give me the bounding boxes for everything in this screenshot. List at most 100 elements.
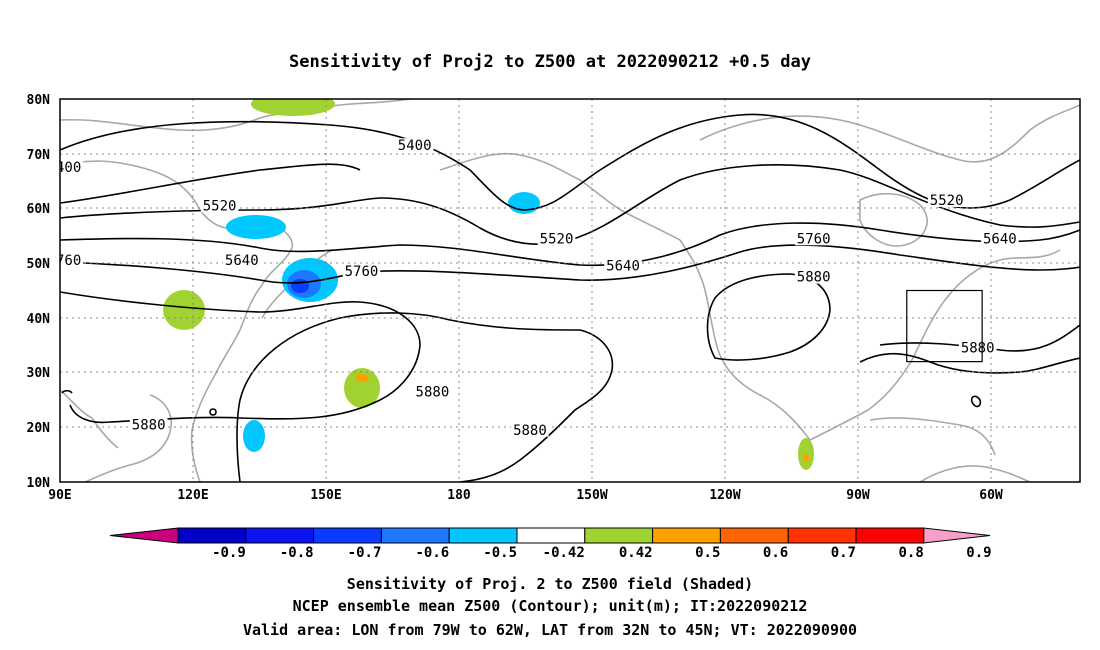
coastline-india (60, 389, 119, 449)
contour-label: 5640 (225, 253, 259, 269)
coastline-caribbean (869, 417, 996, 456)
contour-label-bg (511, 422, 549, 437)
colorbar-tick-label: -0.9 (212, 545, 246, 561)
coastline-north-america-east (809, 249, 1061, 441)
contour-label-bg (927, 192, 966, 207)
colorbar-tick-label: 0.42 (619, 545, 653, 561)
lat-axis-labels: 80N 70N 60N 50N 40N 30N 20N 10N (27, 93, 51, 491)
contour-label-bg (981, 231, 1019, 246)
lat-label: 80N (27, 93, 51, 108)
lat-label: 30N (27, 366, 51, 381)
colorbar-swatch (584, 527, 654, 544)
lat-label: 60N (27, 202, 51, 217)
lon-label: 120W (709, 488, 740, 503)
colorbar-swatch (719, 527, 789, 544)
caption-shaded: Sensitivity of Proj. 2 to Z500 field (Sh… (347, 575, 753, 593)
lon-label: 60W (979, 488, 1003, 503)
contour-label-bg (200, 198, 239, 213)
contour-labels: 5400 5400 5520 5520 5520 5640 5640 5640 5760 5760… (48, 138, 1019, 439)
contour-label-bg (604, 258, 642, 273)
contour-5400-west-line (60, 163, 361, 204)
shade-negative-japan-core (291, 279, 309, 293)
contour-5880-pacific-cell (236, 312, 614, 482)
contour-label-bg (413, 384, 452, 399)
lon-label: 150E (310, 488, 341, 503)
lat-label: 10N (27, 476, 51, 491)
contour-label: 5880 (513, 423, 547, 439)
map-frame (59, 98, 1081, 483)
contour-label: 5760 (797, 231, 831, 247)
figure-title: Sensitivity of Proj2 to Z500 at 20220902… (289, 52, 811, 72)
colorbar-tick-label: -0.5 (483, 545, 517, 561)
lon-label: 120E (177, 488, 208, 503)
map-panel: 5400 5400 5520 5520 5520 5640 5640 5640 5760 5760… (48, 99, 1080, 482)
coastline-alaska (439, 152, 681, 241)
contour-label: 5400 (48, 160, 82, 176)
colorbar-swatch (652, 527, 721, 544)
shade-positive-china (163, 290, 205, 330)
shade-negative-philippine-sea (243, 420, 265, 452)
coastline-north-america-west (679, 239, 811, 441)
contour-small-loop-east (970, 395, 982, 408)
contour-label-bg (794, 231, 833, 246)
contour-label-bg (342, 264, 381, 279)
lon-label: 180 (447, 488, 471, 503)
contour-label: 5520 (203, 198, 237, 214)
colorbar-tick-label: 0.6 (763, 545, 788, 561)
contour-label: 5880 (797, 270, 831, 286)
contour-label: 5640 (983, 231, 1017, 247)
colorbar: -0.9 -0.8 -0.7 -0.6 -0.5 -0.42 0.42 0.5 0.6 0.7 0.… (109, 527, 992, 561)
contour-label-bg (395, 138, 434, 153)
contour-label: 5880 (961, 341, 995, 357)
colorbar-swatch (177, 527, 247, 544)
shade-orange-caribbean (803, 454, 809, 462)
contour-5760-line (60, 244, 1080, 284)
lat-label: 50N (27, 257, 51, 272)
colorbar-tick-label: -0.8 (280, 545, 314, 561)
coastline-indochina (84, 394, 172, 482)
contour-label: 5520 (930, 193, 964, 209)
lon-label: 90W (846, 488, 870, 503)
colorbar-swatch (516, 527, 586, 544)
shade-positive-arctic (251, 99, 335, 116)
shade-orange-pacific (355, 374, 369, 382)
shade-positive-pacific (344, 368, 380, 408)
colorbar-tick-label: 0.8 (899, 545, 924, 561)
coastline-asia-north (60, 99, 411, 132)
sensitivity-shading (163, 99, 814, 470)
coastline-south-america (919, 465, 1031, 482)
captions: Sensitivity of Proj. 2 to Z500 field (Sh… (243, 575, 857, 639)
contour-label: 5760 (48, 253, 82, 269)
contour-label: 5760 (345, 264, 379, 280)
colorbar-tick-label: 0.7 (831, 545, 856, 561)
colorbar-swatch (855, 527, 925, 544)
contour-5880-atlantic-lower (859, 352, 1080, 374)
caption-contour: NCEP ensemble mean Z500 (Contour); unit(… (293, 597, 808, 615)
lat-label: 40N (27, 312, 51, 327)
lon-label: 90E (48, 488, 71, 503)
valid-area-box (906, 289, 983, 363)
colorbar-swatch (245, 527, 315, 544)
contour-small-loop-west (61, 389, 73, 394)
coastline-east-asia (60, 160, 294, 482)
contour-label: 5520 (540, 231, 574, 247)
contour-label-bg (537, 231, 576, 246)
contour-label: 5640 (606, 259, 640, 275)
contour-label-bg (222, 253, 261, 268)
contour-label: 5880 (132, 417, 166, 433)
contour-small-loop-sea (209, 408, 217, 416)
contour-label-bg (958, 340, 997, 355)
lon-label: 150W (576, 488, 607, 503)
colorbar-tick-label: -0.6 (415, 545, 449, 561)
colorbar-tick-label: -0.42 (543, 545, 585, 561)
contour-5880-atlantic (879, 324, 1080, 352)
shade-negative-okhotsk (226, 215, 286, 239)
colorbar-tick-label: 0.9 (966, 545, 991, 561)
contour-label-bg (60, 253, 84, 268)
lat-label: 20N (27, 421, 51, 436)
colorbar-tick-label: -0.7 (348, 545, 382, 561)
colorbar-swatch (448, 527, 518, 544)
contour-label: 5880 (416, 384, 450, 400)
lat-label: 70N (27, 148, 51, 163)
